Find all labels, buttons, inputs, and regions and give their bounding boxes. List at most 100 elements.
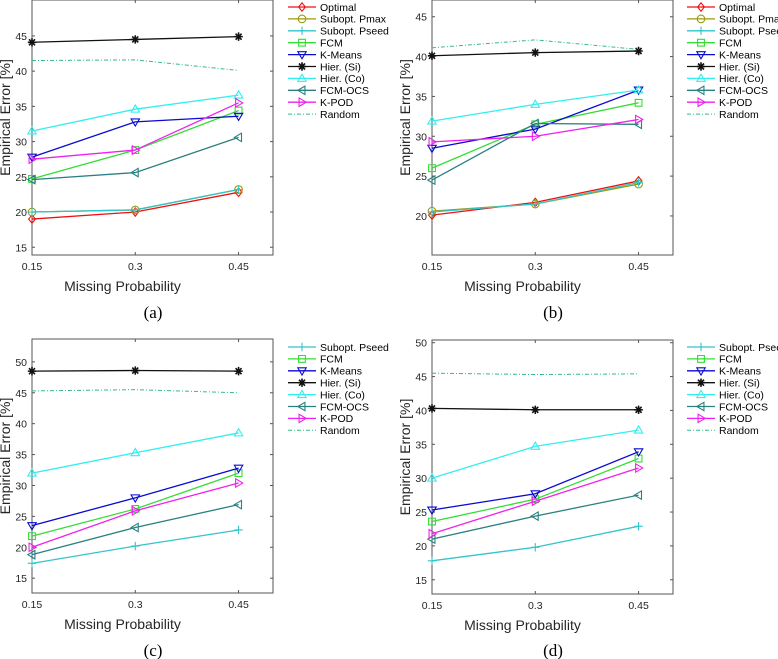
legend-entry: Subopt. Pmax <box>288 14 387 26</box>
legend-label: Random <box>719 425 759 437</box>
data-point <box>27 38 37 47</box>
data-point <box>28 154 38 165</box>
series-line <box>431 372 639 376</box>
subplot-caption: (a) <box>144 303 163 322</box>
legend-marker <box>297 14 307 24</box>
series-random <box>431 372 639 376</box>
x-tick-label: 0.15 <box>422 600 443 612</box>
data-point <box>235 477 244 489</box>
data-point <box>634 178 643 187</box>
legend-marker <box>296 73 308 82</box>
x-tick-label: 0.15 <box>22 261 43 273</box>
legend-label: Hier. (Co) <box>320 73 365 85</box>
y-tick-label: 50 <box>415 338 427 350</box>
data-point <box>131 206 140 218</box>
legend-label: Hier. (Co) <box>719 73 764 85</box>
y-tick-label: 45 <box>15 31 27 43</box>
x-axis-label: Missing Probability <box>464 617 581 633</box>
y-axis-label: Empirical Error [%] <box>397 59 413 176</box>
legend-label: Random <box>719 109 759 121</box>
legend-label: FCM-OCS <box>719 401 768 413</box>
legend-marker <box>296 367 308 377</box>
series-line <box>431 118 639 143</box>
data-point <box>635 462 644 474</box>
series-line <box>431 39 639 50</box>
plot-area <box>31 0 274 256</box>
legend-marker <box>296 401 306 412</box>
series-line <box>31 432 239 474</box>
legend-label: FCM <box>320 354 343 366</box>
data-point <box>27 366 37 376</box>
series-line <box>431 122 639 181</box>
x-axis-label: Missing Probability <box>64 616 181 632</box>
series-line <box>431 451 639 511</box>
legend-label: K-Means <box>719 49 761 61</box>
plot-area <box>31 338 274 594</box>
legend-label: Subopt. Pmax <box>719 14 778 26</box>
data-point <box>234 32 243 41</box>
legend-marker <box>695 367 707 377</box>
legend-marker <box>697 413 707 424</box>
legend-label: Hier. (Co) <box>320 389 365 401</box>
data-point <box>427 210 437 221</box>
data-point <box>234 185 243 194</box>
data-point <box>530 490 541 500</box>
legend-label: K-Means <box>719 366 761 378</box>
series-random <box>431 39 639 50</box>
x-tick-label: 0.3 <box>128 261 143 273</box>
legend-entry: K-Means <box>288 366 362 378</box>
y-tick-label: 40 <box>15 66 27 78</box>
legend-label: FCM-OCS <box>320 85 369 97</box>
legend-entry: Optimal <box>288 2 356 14</box>
y-tick-label: 15 <box>415 575 427 587</box>
legend-label: Subopt. Pseed <box>719 26 778 38</box>
x-axis-label: Missing Probability <box>464 278 581 294</box>
data-point <box>427 404 437 413</box>
legend-entry: FCM-OCS <box>288 85 369 97</box>
y-tick-label: 25 <box>15 511 27 523</box>
data-point <box>233 132 243 143</box>
series-hier-si <box>27 366 243 376</box>
data-point <box>531 131 541 142</box>
series-line <box>31 136 239 181</box>
series-fcm-ocs <box>26 499 243 560</box>
data-point <box>26 522 38 531</box>
legend-marker <box>298 97 308 108</box>
y-tick-label: 20 <box>415 211 427 223</box>
series-fcm-ocs <box>26 132 243 185</box>
data-point <box>530 441 541 450</box>
x-tick-label: 0.3 <box>528 600 543 612</box>
legend-marker <box>696 14 706 24</box>
series-line <box>31 467 239 527</box>
series-line <box>31 94 239 132</box>
legend-entry: Subopt. Pseed <box>687 342 778 354</box>
series-line <box>31 482 239 548</box>
legend-entry: K-POD <box>288 97 354 109</box>
data-point <box>428 136 438 148</box>
legend-label: Subopt. Pseed <box>320 342 389 354</box>
y-axis-label: Empirical Error [%] <box>0 59 13 176</box>
data-point <box>130 494 141 504</box>
data-point <box>531 496 541 507</box>
legend-label: Optimal <box>719 2 755 14</box>
legend-label: Hier. (Si) <box>719 61 760 73</box>
y-tick-label: 35 <box>15 101 27 113</box>
data-point <box>130 447 141 457</box>
data-point <box>426 174 436 186</box>
legend-entry: K-Means <box>687 366 761 378</box>
x-tick-label: 0.3 <box>128 599 143 611</box>
legend-entry: K-Means <box>687 49 761 61</box>
data-point <box>130 118 141 128</box>
legend-label: Hier. (Si) <box>719 378 760 390</box>
legend-label: Hier. (Si) <box>320 61 361 73</box>
x-tick-label: 0.45 <box>628 261 649 273</box>
legend-entry: Random <box>288 109 360 121</box>
series-hier-si <box>27 32 243 47</box>
series-k-pod <box>28 97 244 165</box>
y-tick-label: 25 <box>415 171 427 183</box>
data-point <box>634 405 643 414</box>
y-tick-label: 30 <box>415 473 427 485</box>
legend-marker <box>695 51 707 60</box>
subplot-c: 15 20 25 30 35 40 45 50 0.15 0.3 0.45 Missing Proba… <box>0 338 389 659</box>
